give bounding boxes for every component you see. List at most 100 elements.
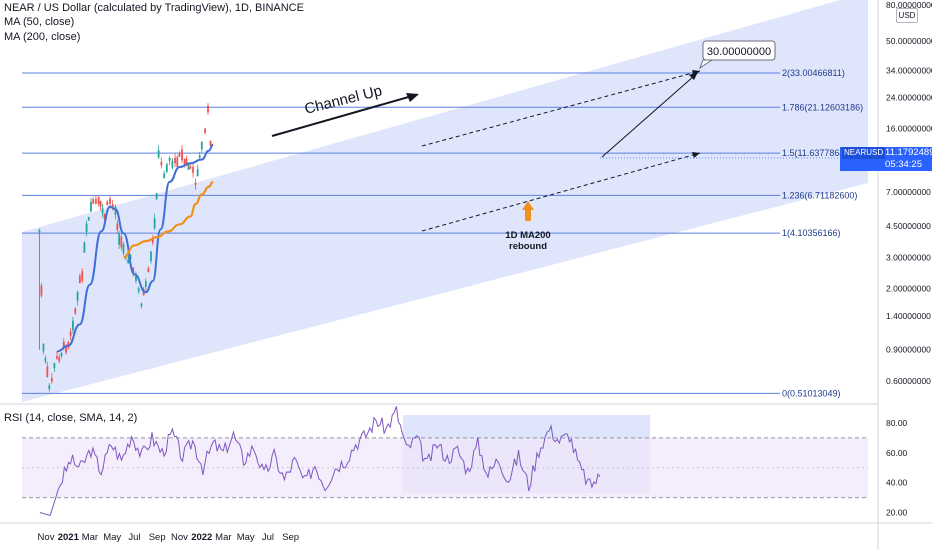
candle-body (198, 155, 201, 158)
time-tick-label: Jul (128, 532, 140, 543)
candle-body (137, 288, 140, 292)
candle-body (44, 357, 47, 362)
candle-body (72, 320, 74, 331)
rsi-tick-label: 40.00 (886, 478, 908, 488)
candle-body (56, 355, 58, 359)
upper-trend-dashed (421, 70, 701, 147)
candle-body (163, 173, 166, 178)
candle-body (58, 357, 61, 362)
time-tick-label: Nov (171, 532, 188, 543)
candle-body (204, 128, 206, 133)
candle-body (60, 352, 63, 357)
rsi-legend[interactable]: RSI (14, close, SMA, 14, 2) (4, 412, 138, 424)
fib-level-label: 0(0.51013049) (782, 388, 841, 398)
candle-body (74, 308, 77, 314)
candle-body (178, 152, 181, 157)
candle-body (116, 223, 119, 231)
candle-body (185, 158, 188, 166)
candle-body (209, 140, 212, 146)
candle-body (194, 182, 197, 185)
price-tick-label: 7.00000000 (886, 187, 931, 197)
lower-trend-arrowhead (692, 152, 700, 158)
candle-body (168, 157, 171, 161)
candle-body (48, 385, 51, 389)
ma200-rebound-label: 1D MA200 (505, 230, 550, 241)
candle-body (106, 201, 109, 206)
candle-body (95, 198, 97, 204)
price-label-countdown: 05:34:25 (885, 159, 922, 170)
candle-body (83, 242, 86, 253)
price-tick-label: 34.00000000 (886, 66, 932, 76)
candle-body (174, 157, 176, 164)
candle-body (122, 244, 125, 254)
price-tick-label: 4.50000000 (886, 221, 931, 231)
candle-body (92, 199, 95, 204)
time-tick-label: 2022 (191, 532, 212, 543)
chart-title: NEAR / US Dollar (calculated by TradingV… (4, 2, 304, 14)
ma200-rebound-arrow (522, 201, 534, 221)
candle-body (78, 275, 81, 284)
candle-body (192, 166, 194, 173)
candle-body (171, 160, 174, 168)
currency-badge[interactable]: USD (896, 8, 918, 23)
candle-body (109, 198, 111, 204)
time-tick-label: 2021 (58, 532, 80, 543)
time-tick-label: May (103, 532, 121, 543)
ma200-legend[interactable]: MA (200, close) (4, 31, 81, 43)
channel-up-arrow-line (271, 95, 413, 137)
candle-body (42, 343, 45, 352)
candle-body (85, 223, 88, 233)
fib-level-label: 2(33.00466811) (782, 68, 845, 78)
candle-body (187, 163, 190, 170)
price-tick-label: 1.40000000 (886, 311, 931, 321)
time-tick-label: Mar (215, 532, 231, 543)
candle-body (81, 271, 84, 282)
price-tick-label: 0.60000000 (886, 376, 931, 386)
candle-body (132, 267, 135, 274)
candle-body (87, 216, 90, 221)
candle-body (196, 169, 199, 177)
fib-level-label: 1.786(21.12603186) (782, 102, 863, 112)
target-box (702, 40, 776, 61)
rsi-tick-label: 80.00 (886, 418, 908, 428)
candle-body (101, 208, 104, 214)
price-tick-label: 24.00000000 (886, 92, 932, 102)
candle-body (153, 218, 156, 229)
candle-body (157, 150, 160, 158)
price-label-value: 11.17924898 (885, 147, 932, 158)
candle-body (118, 233, 121, 245)
candle-body (111, 204, 114, 208)
rsi-line (39, 406, 601, 517)
target-arrow-line (601, 75, 695, 158)
candle-body (69, 331, 72, 336)
candle-body (127, 259, 130, 264)
time-tick-label: Jul (262, 532, 274, 543)
lower-trend-dashed (421, 152, 701, 232)
fib-level-label: 1(4.10356166) (782, 228, 841, 238)
candle-body (181, 149, 183, 161)
ma200-rebound-label: rebound (509, 241, 547, 252)
candle-body (140, 303, 143, 307)
candle-body (129, 254, 132, 260)
ma50-legend[interactable]: MA (50, close) (4, 16, 75, 28)
target-label: 30.00000000 (707, 46, 771, 58)
candle-body (160, 161, 163, 166)
price-tick-label: 50.00000000 (886, 36, 932, 46)
channel-band (22, 0, 868, 402)
price-tick-label: 0.90000000 (886, 345, 931, 355)
time-tick-label: Sep (149, 532, 166, 543)
target-arrowhead (689, 72, 698, 80)
ma50-line (56, 143, 214, 353)
candle-body (150, 251, 152, 261)
price-tick-label: 80.00000000 (886, 0, 932, 10)
candle-body (40, 285, 43, 296)
time-tick-label: Mar (82, 532, 98, 543)
candle-body (200, 141, 203, 150)
candle-body (62, 341, 65, 348)
rsi-tick-label: 60.00 (886, 448, 908, 458)
candle-body (97, 196, 100, 205)
candle-body (50, 377, 53, 382)
fib-level-label: 1.236(6.71182600) (782, 190, 857, 200)
